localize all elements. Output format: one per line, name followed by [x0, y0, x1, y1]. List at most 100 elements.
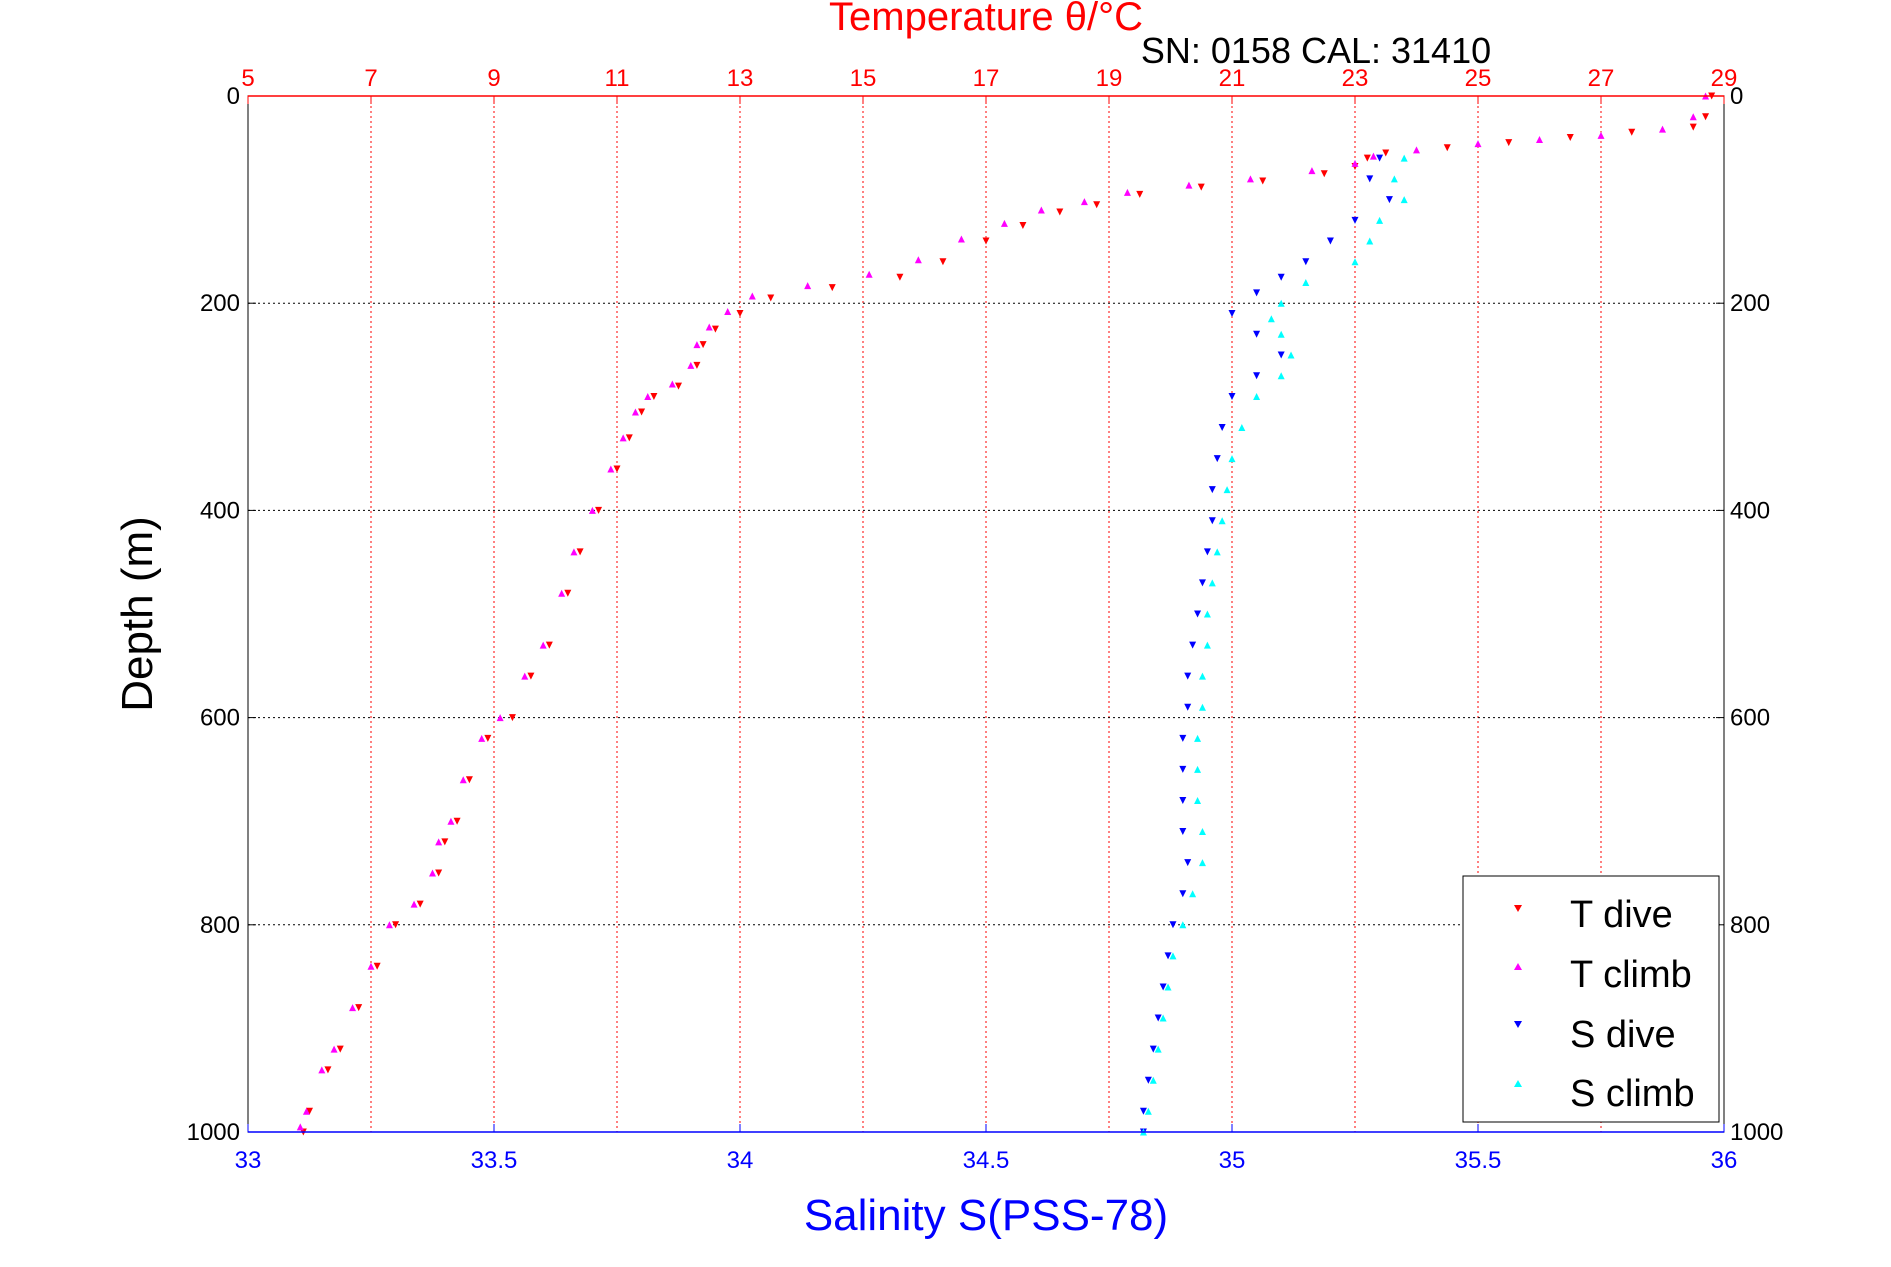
- data-point-t-dive: [1019, 222, 1027, 229]
- legend-label-t-climb: T climb: [1570, 954, 1692, 996]
- data-point-t-dive: [1056, 208, 1064, 216]
- y-axis-label: Depth (m): [113, 516, 162, 712]
- legend-box: [1462, 875, 1720, 1123]
- data-point-t-climb: [1308, 167, 1316, 175]
- data-point-s-dive: [1385, 196, 1393, 204]
- tick-label-temperature: 29: [1711, 65, 1738, 92]
- legend-marker-t-dive: [1514, 905, 1522, 912]
- data-point-t-climb: [1000, 219, 1008, 227]
- data-point-t-dive: [1505, 139, 1513, 147]
- data-point-t-dive: [373, 962, 381, 970]
- data-point-t-dive: [638, 408, 646, 416]
- data-point-t-climb: [607, 465, 615, 473]
- data-point-s-climb: [1198, 672, 1206, 680]
- data-point-t-dive: [484, 734, 492, 742]
- data-point-t-dive: [982, 237, 990, 245]
- tick-label-depth-left: 0: [227, 83, 240, 110]
- legend-marker-s-dive: [1514, 1021, 1522, 1028]
- data-point-t-climb: [1536, 136, 1543, 144]
- data-point-s-dive: [1164, 952, 1172, 960]
- data-point-s-climb: [1169, 952, 1177, 960]
- tick-label-temperature: 13: [727, 65, 754, 92]
- data-point-s-climb: [1194, 796, 1202, 804]
- tick-label-depth-right: 0: [1730, 83, 1743, 110]
- tick-label-temperature: 17: [973, 65, 1000, 92]
- data-point-s-dive: [1203, 548, 1211, 556]
- data-point-t-dive: [625, 434, 633, 442]
- data-point-t-climb: [410, 900, 418, 908]
- data-point-t-climb: [367, 962, 375, 970]
- legend-label-s-climb: S climb: [1570, 1073, 1695, 1115]
- x-axis-label: Salinity S(PSS-78): [804, 1191, 1168, 1240]
- data-point-s-climb: [1159, 1014, 1167, 1022]
- data-point-t-dive: [1443, 144, 1451, 152]
- tick-label-depth-right: 600: [1730, 705, 1770, 732]
- data-point-s-climb: [1203, 641, 1211, 649]
- data-point-s-dive: [1228, 310, 1236, 318]
- data-point-s-climb: [1228, 455, 1236, 463]
- data-point-s-climb: [1277, 372, 1285, 380]
- data-point-s-dive: [1194, 610, 1202, 618]
- data-point-s-climb: [1238, 424, 1246, 432]
- data-point-t-dive: [435, 869, 443, 877]
- tick-label-temperature: 15: [850, 65, 877, 92]
- data-point-t-climb: [705, 323, 713, 331]
- data-point-s-climb: [1390, 175, 1398, 183]
- data-point-s-climb: [1277, 330, 1285, 338]
- data-point-t-climb: [521, 672, 529, 680]
- data-point-t-climb: [447, 817, 455, 825]
- data-point-s-dive: [1253, 330, 1261, 338]
- data-point-s-climb: [1213, 548, 1221, 556]
- data-point-s-dive: [1253, 289, 1261, 297]
- data-point-s-dive: [1277, 273, 1285, 281]
- data-point-s-climb: [1189, 890, 1197, 898]
- tick-label-salinity: 36: [1711, 1147, 1738, 1174]
- legend-marker-t-climb: [1514, 963, 1522, 970]
- data-point-t-dive: [613, 465, 621, 473]
- data-point-s-climb: [1302, 278, 1310, 286]
- tick-label-depth-left: 800: [200, 912, 240, 939]
- data-point-t-climb: [1369, 152, 1377, 160]
- data-point-s-dive: [1154, 1014, 1162, 1022]
- data-point-s-climb: [1351, 258, 1359, 266]
- data-point-t-dive: [1136, 190, 1144, 198]
- tick-label-depth-right: 800: [1730, 912, 1770, 939]
- data-point-t-climb: [619, 434, 627, 442]
- tick-label-salinity: 33.5: [471, 1147, 518, 1174]
- data-point-s-climb: [1376, 216, 1384, 224]
- data-point-s-dive: [1376, 154, 1384, 162]
- data-point-s-climb: [1198, 828, 1206, 836]
- data-point-s-dive: [1208, 517, 1216, 525]
- data-point-t-dive: [564, 589, 572, 597]
- data-point-t-dive: [1363, 154, 1371, 162]
- tick-label-temperature: 25: [1465, 65, 1492, 92]
- legend-label-s-dive: S dive: [1570, 1014, 1676, 1056]
- data-point-t-climb: [1037, 206, 1045, 214]
- tick-label-salinity: 34.5: [963, 1147, 1010, 1174]
- data-point-s-dive: [1228, 392, 1236, 400]
- data-point-t-climb: [1413, 146, 1420, 154]
- data-point-s-dive: [1144, 1076, 1152, 1084]
- data-point-t-dive: [1320, 170, 1328, 178]
- data-point-t-climb: [539, 641, 547, 649]
- tick-label-depth-right: 200: [1730, 290, 1770, 317]
- data-point-t-climb: [330, 1045, 338, 1053]
- data-point-s-dive: [1159, 983, 1167, 991]
- tick-label-depth-left: 600: [200, 705, 240, 732]
- data-point-t-dive: [355, 1004, 363, 1012]
- data-point-t-climb: [478, 734, 486, 742]
- data-point-s-dive: [1213, 455, 1221, 463]
- data-point-t-dive: [736, 310, 744, 318]
- data-point-s-dive: [1184, 859, 1192, 867]
- data-point-t-climb: [804, 282, 812, 290]
- data-point-s-dive: [1179, 765, 1187, 773]
- data-point-t-dive: [392, 921, 400, 929]
- data-point-s-climb: [1400, 196, 1408, 204]
- data-point-t-climb: [558, 589, 566, 597]
- data-point-t-dive: [767, 294, 775, 302]
- data-point-s-dive: [1198, 579, 1206, 587]
- data-point-t-dive: [1702, 113, 1710, 121]
- data-point-t-dive: [441, 838, 449, 846]
- data-point-t-climb: [687, 361, 695, 369]
